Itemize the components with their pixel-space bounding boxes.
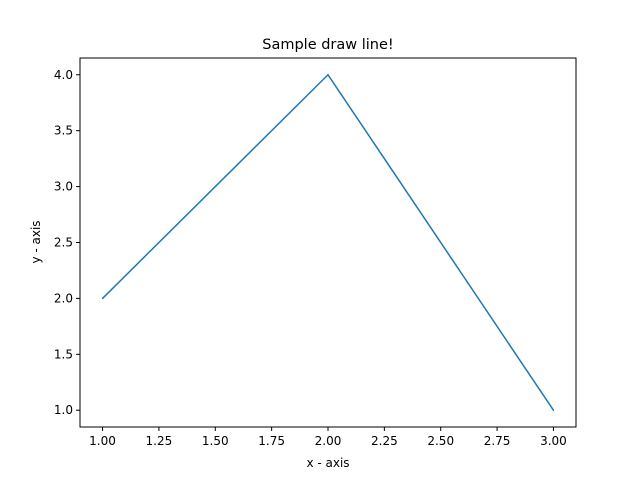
- data-point: [552, 409, 555, 411]
- x-axis: 1.00 1.25 1.50 1.75 2.00 2.25 2.50 2.75 3.00: [89, 427, 567, 448]
- y-tick-label: 4.0: [54, 68, 73, 82]
- data-point: [327, 74, 329, 76]
- x-tick-label: 1.75: [258, 434, 285, 448]
- y-tick-label: 2.5: [54, 236, 73, 250]
- y-tick-label: 3.5: [54, 124, 73, 138]
- x-tick-label: 1.50: [202, 434, 229, 448]
- y-tick-label: 2.0: [54, 291, 73, 305]
- x-tick-label: 1.25: [146, 434, 173, 448]
- y-axis-label: y - axis: [29, 220, 43, 263]
- x-tick-label: 2.25: [371, 434, 398, 448]
- x-tick-label: 2.50: [427, 434, 454, 448]
- x-tick-label: 3.00: [540, 434, 567, 448]
- series-layer: [101, 73, 555, 411]
- y-tick-label: 1.5: [54, 347, 73, 361]
- x-tick-label: 2.75: [484, 434, 511, 448]
- x-tick-label: 2.00: [315, 434, 342, 448]
- x-tick-label: 1.00: [89, 434, 116, 448]
- chart-title: Sample draw line!: [262, 37, 393, 53]
- x-axis-label: x - axis: [306, 456, 349, 470]
- y-tick-label: 1.0: [54, 403, 73, 417]
- y-axis: 1.0 1.5 2.0 2.5 3.0 3.5 4.0: [54, 68, 80, 417]
- y-tick-label: 3.0: [54, 180, 73, 194]
- data-point: [101, 297, 104, 300]
